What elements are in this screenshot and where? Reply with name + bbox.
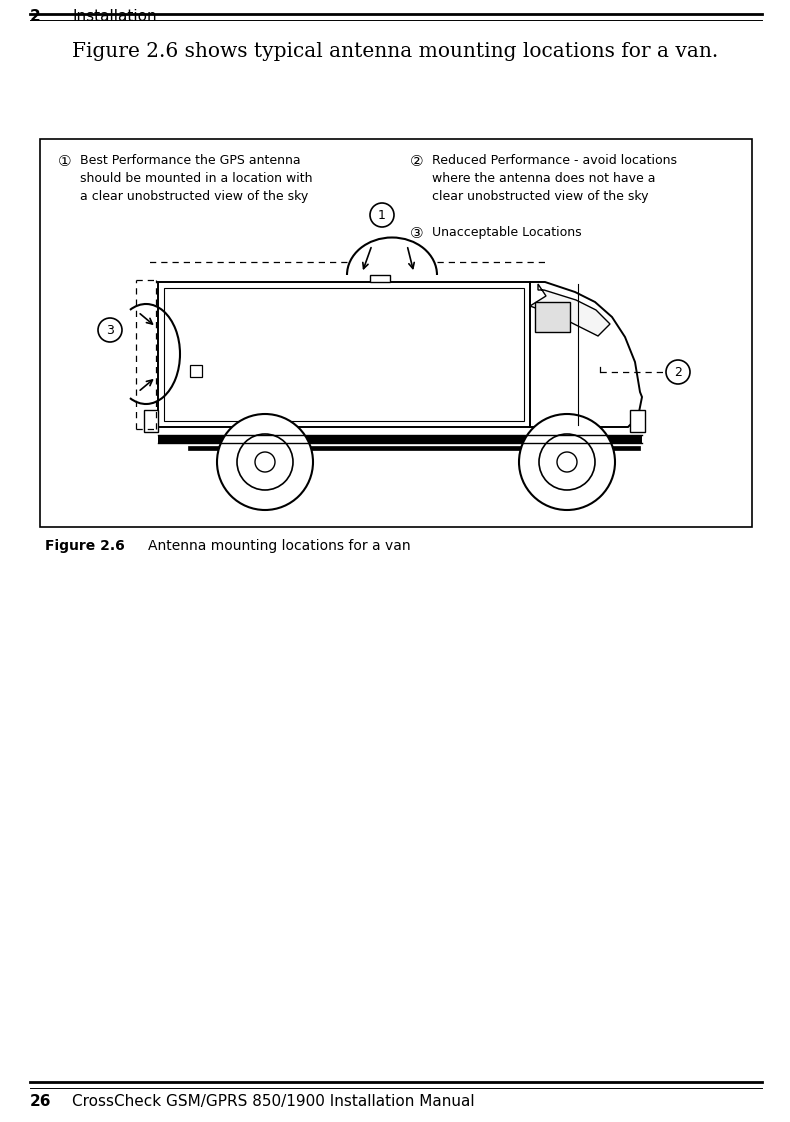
Text: 2: 2	[674, 366, 682, 378]
Text: Antenna mounting locations for a van: Antenna mounting locations for a van	[148, 539, 411, 553]
Text: 2: 2	[30, 9, 41, 24]
Bar	[158, 282, 530, 427]
Text: ③: ③	[410, 226, 423, 241]
Circle shape	[237, 434, 293, 490]
Circle shape	[557, 452, 577, 472]
Polygon shape	[530, 282, 642, 427]
Circle shape	[98, 318, 122, 342]
Text: CrossCheck GSM/GPRS 850/1900 Installation Manual: CrossCheck GSM/GPRS 850/1900 Installatio…	[72, 1094, 475, 1109]
Text: Reduced Performance - avoid locations
where the antenna does not have a
clear un: Reduced Performance - avoid locations wh…	[432, 154, 677, 203]
Text: Unacceptable Locations: Unacceptable Locations	[432, 226, 581, 239]
Circle shape	[255, 452, 275, 472]
Bar	[40, 139, 752, 527]
Bar	[370, 275, 390, 282]
Text: ①: ①	[58, 154, 72, 169]
Text: Figure 2.6 shows typical antenna mounting locations for a van.: Figure 2.6 shows typical antenna mountin…	[72, 42, 718, 61]
Text: Installation: Installation	[72, 9, 156, 24]
Polygon shape	[535, 302, 570, 332]
Bar	[188, 447, 640, 450]
Circle shape	[370, 203, 394, 227]
Text: 1: 1	[378, 209, 386, 221]
Bar	[164, 288, 524, 421]
Text: ②: ②	[410, 154, 423, 169]
Text: 26: 26	[30, 1094, 51, 1109]
Circle shape	[519, 414, 615, 511]
Bar	[158, 435, 642, 443]
Polygon shape	[530, 284, 610, 335]
Text: Figure 2.6: Figure 2.6	[45, 539, 125, 553]
Circle shape	[666, 360, 690, 384]
Text: 3: 3	[106, 323, 114, 337]
Bar	[190, 365, 202, 377]
Text: Best Performance the GPS antenna
should be mounted in a location with
a clear un: Best Performance the GPS antenna should …	[80, 154, 313, 203]
Bar	[630, 410, 645, 432]
Circle shape	[539, 434, 595, 490]
Circle shape	[217, 414, 313, 511]
Bar	[144, 410, 158, 432]
